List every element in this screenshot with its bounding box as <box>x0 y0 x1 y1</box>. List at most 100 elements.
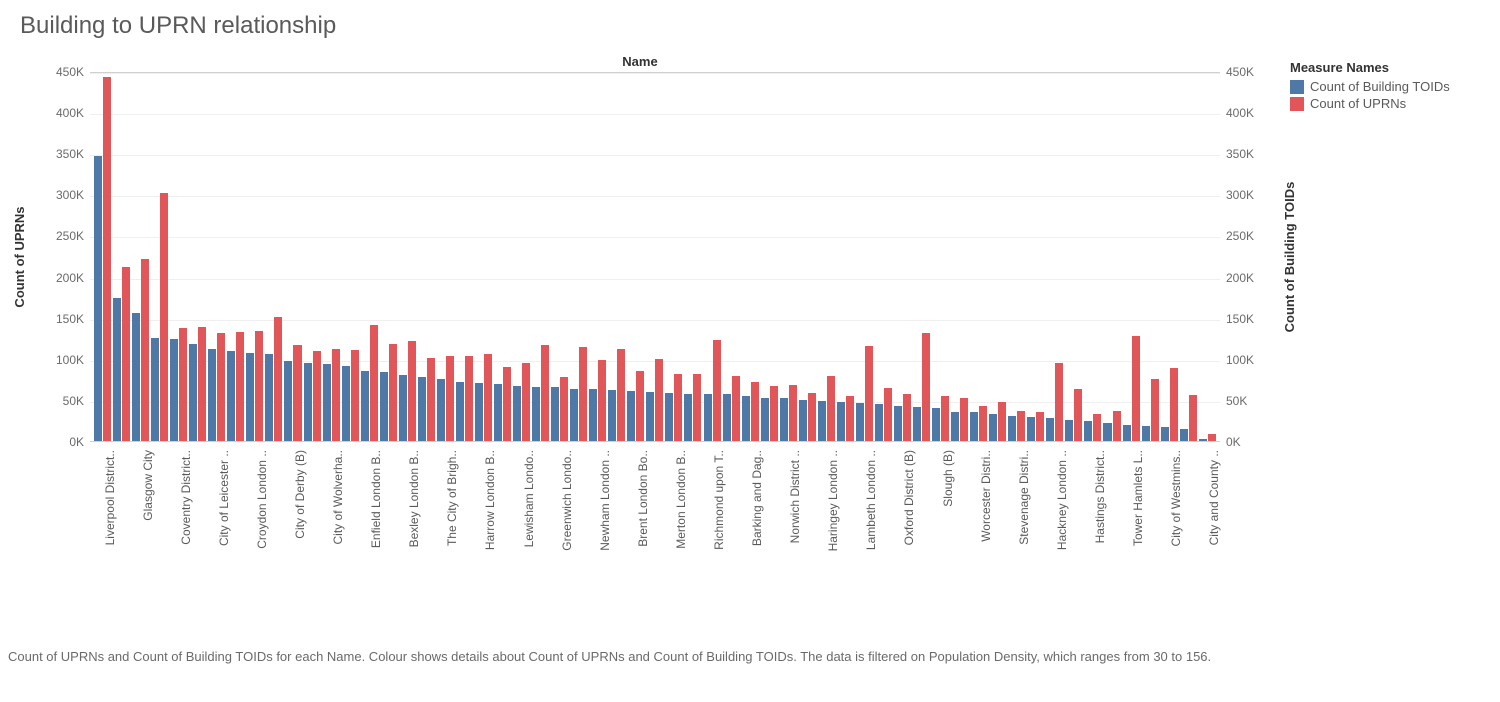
bar-uprns[interactable] <box>141 259 149 441</box>
bar-toids[interactable] <box>1161 427 1169 441</box>
bar-uprns[interactable] <box>1055 363 1063 441</box>
bar-toids[interactable] <box>1199 439 1207 441</box>
bar-toids[interactable] <box>304 363 312 442</box>
bar-uprns[interactable] <box>1151 379 1159 441</box>
bar-toids[interactable] <box>570 389 578 441</box>
bar-toids[interactable] <box>1027 417 1035 441</box>
bar-toids[interactable] <box>227 351 235 441</box>
bar-toids[interactable] <box>704 394 712 441</box>
bar-toids[interactable] <box>151 338 159 441</box>
bar-toids[interactable] <box>780 398 788 441</box>
bar-uprns[interactable] <box>179 328 187 441</box>
bar-uprns[interactable] <box>408 341 416 441</box>
bar-toids[interactable] <box>323 364 331 441</box>
bar-toids[interactable] <box>361 371 369 441</box>
bar-toids[interactable] <box>113 298 121 441</box>
bar-toids[interactable] <box>189 344 197 441</box>
bar-uprns[interactable] <box>579 347 587 441</box>
bar-toids[interactable] <box>761 398 769 441</box>
bar-toids[interactable] <box>1180 429 1188 441</box>
bar-uprns[interactable] <box>1074 389 1082 441</box>
bar-uprns[interactable] <box>484 354 492 441</box>
bar-toids[interactable] <box>856 403 864 441</box>
bar-uprns[interactable] <box>160 193 168 441</box>
bar-uprns[interactable] <box>922 333 930 441</box>
bar-toids[interactable] <box>475 383 483 441</box>
bar-uprns[interactable] <box>332 349 340 441</box>
bar-toids[interactable] <box>818 401 826 441</box>
bar-toids[interactable] <box>913 407 921 441</box>
bar-toids[interactable] <box>1065 420 1073 441</box>
bar-toids[interactable] <box>1046 418 1054 441</box>
bar-toids[interactable] <box>608 390 616 441</box>
bar-toids[interactable] <box>1142 426 1150 441</box>
bar-toids[interactable] <box>1103 423 1111 441</box>
bar-uprns[interactable] <box>865 346 873 441</box>
bar-uprns[interactable] <box>1036 412 1044 441</box>
bar-toids[interactable] <box>894 406 902 441</box>
bar-toids[interactable] <box>494 384 502 441</box>
legend-item[interactable]: Count of UPRNs <box>1290 96 1490 111</box>
bar-uprns[interactable] <box>960 398 968 441</box>
bar-toids[interactable] <box>132 313 140 441</box>
bar-uprns[interactable] <box>103 77 111 441</box>
bar-uprns[interactable] <box>713 340 721 441</box>
bar-uprns[interactable] <box>636 371 644 441</box>
bar-uprns[interactable] <box>808 393 816 441</box>
bar-uprns[interactable] <box>751 382 759 441</box>
legend-item[interactable]: Count of Building TOIDs <box>1290 79 1490 94</box>
bar-uprns[interactable] <box>674 374 682 441</box>
bar-uprns[interactable] <box>274 317 282 441</box>
bar-toids[interactable] <box>989 414 997 441</box>
bar-toids[interactable] <box>246 353 254 441</box>
bar-uprns[interactable] <box>293 345 301 441</box>
bar-toids[interactable] <box>513 386 521 441</box>
bar-toids[interactable] <box>1084 421 1092 441</box>
bar-uprns[interactable] <box>693 374 701 441</box>
bar-uprns[interactable] <box>1113 411 1121 441</box>
bar-uprns[interactable] <box>236 332 244 441</box>
bar-uprns[interactable] <box>1170 368 1178 441</box>
bar-toids[interactable] <box>1008 416 1016 441</box>
bar-toids[interactable] <box>932 408 940 441</box>
bar-uprns[interactable] <box>446 356 454 441</box>
bar-toids[interactable] <box>532 387 540 441</box>
bar-uprns[interactable] <box>617 349 625 441</box>
bar-uprns[interactable] <box>846 396 854 441</box>
bar-uprns[interactable] <box>1017 411 1025 441</box>
bar-uprns[interactable] <box>198 327 206 441</box>
bar-uprns[interactable] <box>998 402 1006 441</box>
bar-toids[interactable] <box>284 361 292 441</box>
bar-toids[interactable] <box>684 394 692 441</box>
bar-uprns[interactable] <box>941 396 949 441</box>
bar-toids[interactable] <box>627 391 635 441</box>
bar-uprns[interactable] <box>903 394 911 441</box>
bar-toids[interactable] <box>742 396 750 441</box>
bar-toids[interactable] <box>380 372 388 441</box>
bar-uprns[interactable] <box>389 344 397 441</box>
bar-uprns[interactable] <box>313 351 321 441</box>
bar-uprns[interactable] <box>827 376 835 441</box>
bar-toids[interactable] <box>418 377 426 441</box>
bar-uprns[interactable] <box>522 363 530 442</box>
bar-toids[interactable] <box>1123 425 1131 441</box>
bar-uprns[interactable] <box>427 358 435 441</box>
bar-uprns[interactable] <box>122 267 130 441</box>
bar-uprns[interactable] <box>1189 395 1197 441</box>
bar-toids[interactable] <box>837 402 845 441</box>
bar-uprns[interactable] <box>979 406 987 441</box>
bar-uprns[interactable] <box>770 386 778 441</box>
bar-uprns[interactable] <box>560 377 568 441</box>
bar-toids[interactable] <box>723 394 731 441</box>
bar-uprns[interactable] <box>541 345 549 441</box>
bar-toids[interactable] <box>951 412 959 441</box>
bar-uprns[interactable] <box>655 359 663 441</box>
bar-uprns[interactable] <box>884 388 892 441</box>
bar-uprns[interactable] <box>351 350 359 441</box>
bar-toids[interactable] <box>970 412 978 441</box>
bar-toids[interactable] <box>551 387 559 441</box>
bar-toids[interactable] <box>399 375 407 441</box>
bar-toids[interactable] <box>799 400 807 441</box>
bar-uprns[interactable] <box>732 376 740 441</box>
bar-toids[interactable] <box>665 393 673 441</box>
